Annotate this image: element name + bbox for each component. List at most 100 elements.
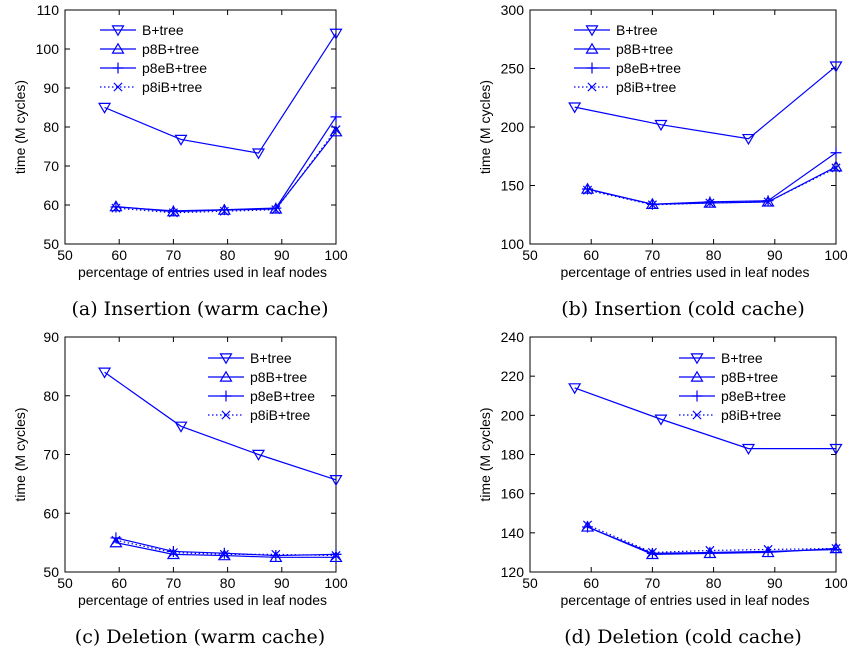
data-point: [830, 147, 842, 159]
y-tick-label: 250: [501, 61, 525, 77]
y-tick-label: 70: [43, 158, 59, 174]
y-tick-label: 80: [43, 388, 59, 404]
data-point: [829, 61, 843, 73]
y-tick-label: 90: [43, 329, 59, 345]
x-tick-label: 60: [111, 575, 127, 591]
y-tick-label: 180: [501, 447, 525, 463]
legend-entry: p8eB+tree: [100, 60, 207, 76]
series-bplustree: [568, 61, 843, 146]
legend-entry: p8iB+tree: [679, 407, 782, 423]
y-tick-label: 70: [43, 447, 59, 463]
y-tick-label: 80: [43, 119, 59, 135]
series-line: [587, 152, 837, 205]
data-point: [705, 545, 715, 556]
x-tick-label: 80: [706, 575, 722, 591]
data-point: [647, 547, 657, 557]
data-point: [109, 536, 123, 548]
chart-caption: (a) Insertion (warm cache): [71, 298, 328, 320]
legend-entry: p8iB+tree: [574, 79, 677, 95]
data-point: [330, 548, 342, 560]
data-point: [829, 160, 843, 172]
data-point: [174, 134, 188, 146]
x-tick-label: 90: [274, 247, 290, 263]
series-line: [115, 129, 337, 214]
data-point: [111, 203, 121, 213]
data-point: [166, 547, 180, 560]
data-point: [329, 475, 343, 487]
legend-entry: p8B+tree: [100, 41, 199, 57]
chart-caption: (c) Deletion (warm cache): [75, 626, 325, 648]
chart-panel-1: 50 60 70 80 90 100 100 150 200 250 300 percentage o…: [477, 2, 848, 320]
data-point: [568, 383, 582, 395]
data-point: [251, 449, 266, 461]
x-tick-label: 100: [324, 247, 348, 263]
y-tick-label: 140: [501, 525, 525, 541]
x-tick-label: 70: [166, 247, 182, 263]
legend-marker: [113, 82, 123, 92]
legend-marker: [220, 390, 232, 402]
x-tick-label: 80: [706, 247, 722, 263]
data-point: [763, 197, 773, 207]
legend-label: p8iB+tree: [142, 79, 203, 95]
data-point: [763, 544, 773, 555]
data-point: [568, 102, 582, 114]
legend-marker: [219, 370, 233, 382]
series-p8ibplustree: [582, 520, 841, 557]
series-line: [574, 387, 836, 450]
data-point: [167, 545, 179, 557]
y-tick-label: 120: [501, 564, 525, 580]
y-axis-label: time (M cycles): [12, 407, 28, 501]
data-point: [331, 125, 341, 135]
legend-label: B+tree: [721, 350, 763, 366]
data-point: [271, 549, 281, 559]
legend-label: p8eB+tree: [142, 60, 207, 76]
x-tick-label: 70: [645, 575, 661, 591]
y-tick-label: 160: [501, 486, 525, 502]
data-point: [174, 421, 188, 433]
y-axis-label: time (M cycles): [477, 80, 493, 174]
legend-marker: [586, 62, 598, 74]
chart-caption: (d) Deletion (cold cache): [564, 626, 802, 648]
legend-marker: [587, 82, 597, 92]
series-line: [115, 539, 337, 557]
legend-entry: p8B+tree: [679, 369, 778, 385]
x-axis-label: percentage of entries used in leaf nodes: [560, 592, 809, 608]
data-point: [110, 201, 122, 213]
x-axis-label: percentage of entries used in leaf nodes: [78, 264, 327, 280]
y-axis-label: time (M cycles): [477, 407, 493, 501]
data-point: [582, 183, 594, 195]
data-point: [167, 205, 179, 217]
legend-label: B+tree: [250, 350, 292, 366]
x-tick-label: 80: [220, 247, 236, 263]
series-p8ibplustree: [111, 535, 341, 561]
legend-label: p8iB+tree: [250, 407, 311, 423]
legend-marker: [585, 25, 599, 37]
legend-marker: [691, 390, 703, 402]
legend-marker: [690, 353, 704, 365]
x-tick-label: 90: [274, 575, 290, 591]
data-point: [270, 550, 282, 562]
data-point: [654, 119, 668, 132]
legend-marker: [221, 410, 231, 420]
data-point: [654, 414, 668, 426]
series-p8ebplustree: [582, 521, 842, 559]
data-point: [217, 549, 231, 561]
series-p8ibplustree: [582, 163, 841, 210]
plot-frame: [529, 336, 837, 573]
x-tick-label: 90: [767, 247, 783, 263]
data-point: [647, 200, 657, 210]
data-point: [762, 545, 774, 557]
y-tick-label: 100: [501, 236, 525, 252]
legend-entry: B+tree: [208, 350, 292, 366]
data-point: [110, 532, 122, 544]
legend-label: p8B+tree: [721, 369, 778, 385]
legend-marker: [692, 410, 702, 420]
legend-marker: [111, 25, 125, 37]
x-tick-label: 100: [824, 575, 848, 591]
legend-entry: B+tree: [100, 22, 184, 38]
series-p8ebplustree: [110, 111, 342, 217]
chart-panel-3: 50 60 70 80 90 100 120 140 160 180 200 220 240 percen…: [477, 329, 848, 648]
series-bplustree: [568, 383, 843, 456]
x-tick-label: 60: [111, 247, 127, 263]
